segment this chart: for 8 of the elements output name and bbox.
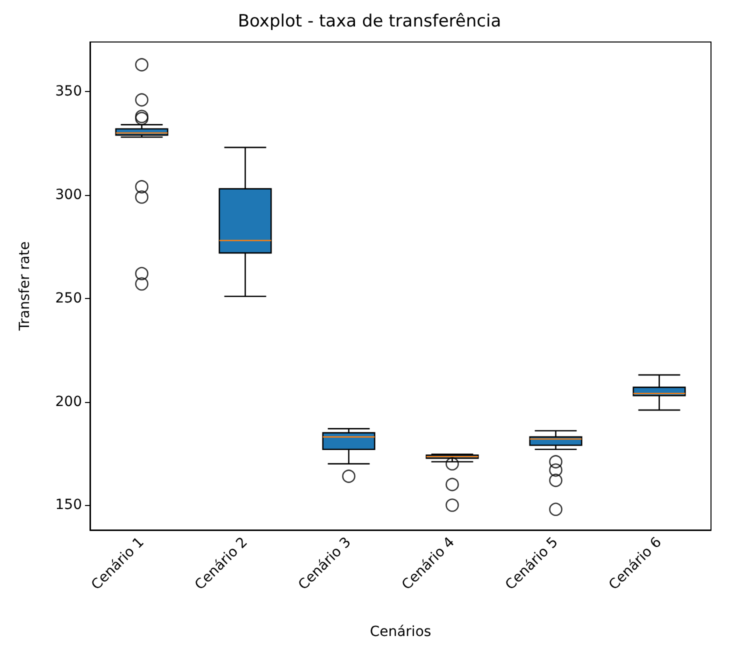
x-axis-title: Cenários [370,624,432,640]
chart-title: Boxplot - taxa de transferência [238,12,502,32]
y-tick-label: 350 [55,84,82,100]
y-tick-label: 200 [55,394,82,410]
y-tick-label: 300 [55,187,82,204]
y-tick-label: 150 [55,497,82,514]
y-axis-title: Transfer rate [17,241,33,332]
y-tick-label: 250 [55,290,82,306]
